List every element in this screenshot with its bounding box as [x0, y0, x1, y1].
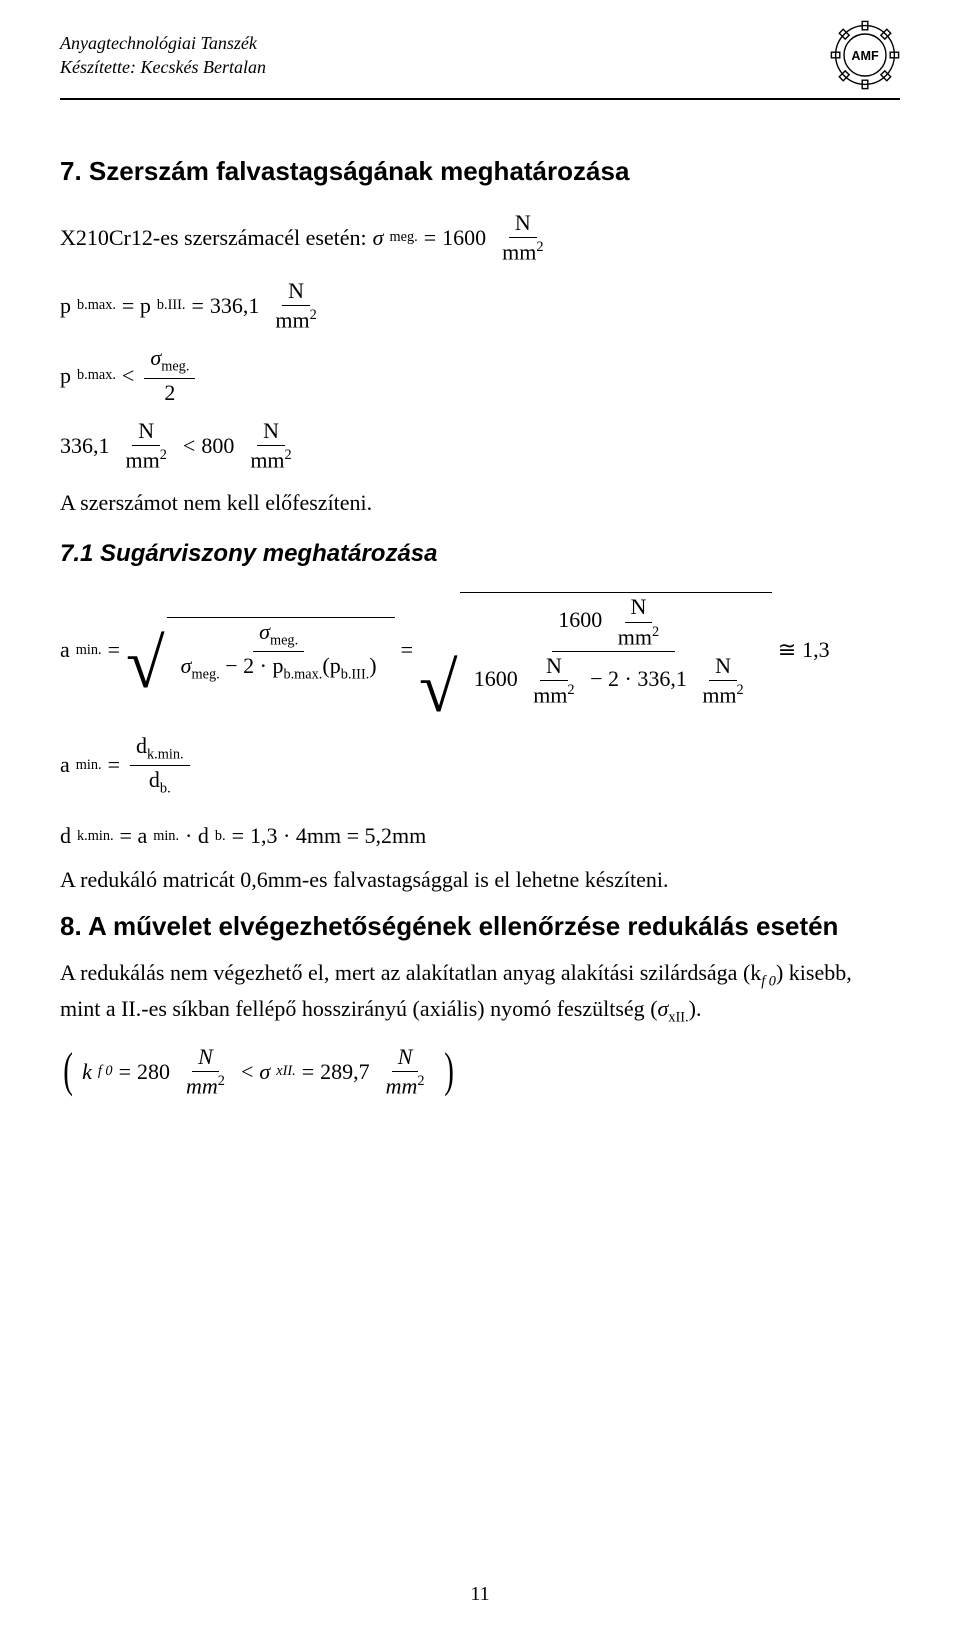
sec8-line2: mint a II.-es síkban fellépő hosszirányú… — [60, 996, 900, 1026]
unit-mm: mm — [702, 683, 736, 708]
dept-name: Anyagtechnológiai Tanszék — [60, 31, 266, 55]
page: Anyagtechnológiai Tanszék Készítette: Ke… — [0, 0, 960, 1636]
sigma-val: 1600 — [558, 607, 602, 632]
unit-mm: mm — [386, 1073, 418, 1098]
sec8-line1: A redukálás nem végezhető el, mert az al… — [60, 960, 900, 990]
sec8-text-b: kisebb, — [789, 960, 852, 985]
section8-heading: 8. A művelet elvégezhetőségének ellenőrz… — [60, 911, 900, 942]
author-line: Készítette: Kecskés Bertalan — [60, 55, 266, 79]
unit-N: N — [192, 1045, 219, 1072]
section7-1-heading: 7.1 Sugárviszony meghatározása — [60, 540, 900, 568]
unit-N: N — [625, 595, 653, 622]
intro-text: X210Cr12-es szerszámacél esetén: — [60, 225, 367, 251]
eq-pb-max: pb.max. = pb.III. = 336,1 N mm2 — [60, 279, 900, 333]
amin-result: 1,3 — [802, 637, 830, 663]
pb-val-rep: 336,1 — [60, 433, 110, 459]
author-label: Készítette: — [60, 57, 136, 77]
section7-heading: 7. Szerszám falvastagságának meghatározá… — [60, 156, 900, 187]
unit-mm: mm — [250, 447, 284, 472]
eq-amin-ratio: amin. = dk.min. db. — [60, 734, 900, 797]
author-name: Kecskés Bertalan — [140, 57, 265, 77]
half-limit: 800 — [201, 433, 234, 459]
unit-N: N — [257, 419, 285, 446]
gear-icon: AMF — [830, 20, 900, 90]
sec8-text-c: mint a II.-es síkban fellépő hosszirányú… — [60, 996, 645, 1021]
unit-mm: mm — [275, 307, 309, 332]
sigma-xII-val: 289,7 — [320, 1059, 370, 1085]
kf0-val: 280 — [137, 1059, 170, 1085]
unit-mm: mm — [186, 1073, 218, 1098]
eq-dkmin: dk.min. = amin. · db. = 1,3 · 4mm = 5,2m… — [60, 823, 900, 849]
unit-mm: mm — [126, 447, 160, 472]
unit-N: N — [509, 211, 537, 238]
unit-mm: mm — [533, 683, 567, 708]
unit-N: N — [392, 1045, 419, 1072]
unit-N: N — [709, 654, 737, 681]
sigma-value: 1600 — [442, 225, 486, 251]
eq-336-lt-800: 336,1 N mm2 < 800 N mm2 — [60, 419, 900, 473]
no-prestress-text: A szerszámot nem kell előfeszíteni. — [60, 490, 900, 516]
eq-kf0-sigma: ( kf 0 = 280 N mm2 < σxII. = 289,7 N mm2… — [60, 1045, 900, 1099]
page-number: 11 — [0, 1583, 960, 1606]
pb-value: 336,1 — [210, 293, 260, 319]
eq-pb-lt-sigma2: pb.max. < σmeg. 2 — [60, 346, 900, 404]
unit-N: N — [540, 654, 568, 681]
logo-amf: AMF — [830, 20, 900, 90]
unit-mm: mm — [502, 240, 536, 265]
eq-sigma-meg: X210Cr12-es szerszámacél esetén: σmeg. =… — [60, 211, 900, 265]
page-header: Anyagtechnológiai Tanszék Készítette: Ke… — [60, 20, 900, 100]
dk-const: 1,3 · 4mm = 5,2mm — [250, 823, 426, 849]
sec8-text-a: A redukálás nem végezhető el, mert az al… — [60, 960, 743, 985]
header-left: Anyagtechnológiai Tanszék Készítette: Ke… — [60, 31, 266, 80]
matrix-text: A redukáló matricát 0,6mm-es falvastagsá… — [60, 867, 900, 893]
unit-mm: mm — [618, 624, 652, 649]
eq-amin-sqrt: amin. = σmeg. σmeg. − 2 · pb.max.(pb.III… — [60, 592, 900, 707]
pb-val: 336,1 — [637, 666, 687, 691]
unit-N: N — [132, 419, 160, 446]
sigma-val: 1600 — [474, 666, 518, 691]
logo-text: AMF — [851, 49, 879, 63]
unit-N: N — [282, 279, 310, 306]
